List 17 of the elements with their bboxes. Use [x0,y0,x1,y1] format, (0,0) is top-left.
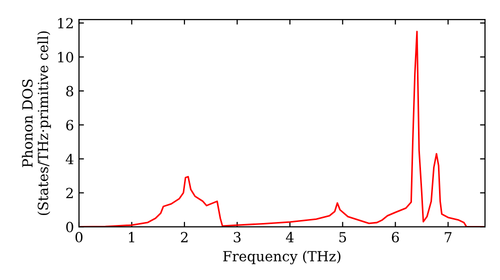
x-tick-label: 2 [180,232,188,242]
x-tick-label: 3 [234,232,241,242]
y-axis-title: Phonon DOS (States/THz·primitive cell) [22,31,51,216]
x-tick-label: 7 [444,232,452,242]
y-tick-label: 4 [66,154,74,164]
y-tick-label: 0 [66,222,74,232]
x-tick-label: 6 [392,232,399,242]
y-tick-label: 8 [66,86,74,96]
y-tick-label: 6 [66,120,74,130]
x-tick-label: 5 [339,232,346,242]
y-tick-label: 12 [58,18,73,28]
x-tick-label: 0 [75,232,82,242]
x-tick-label: 4 [286,232,294,242]
x-axis-title: Frequency (THz) [223,250,340,264]
x-tick-label: 1 [129,232,134,242]
y-tick-label: 10 [58,52,74,62]
y-tick-label: 2 [66,188,73,198]
